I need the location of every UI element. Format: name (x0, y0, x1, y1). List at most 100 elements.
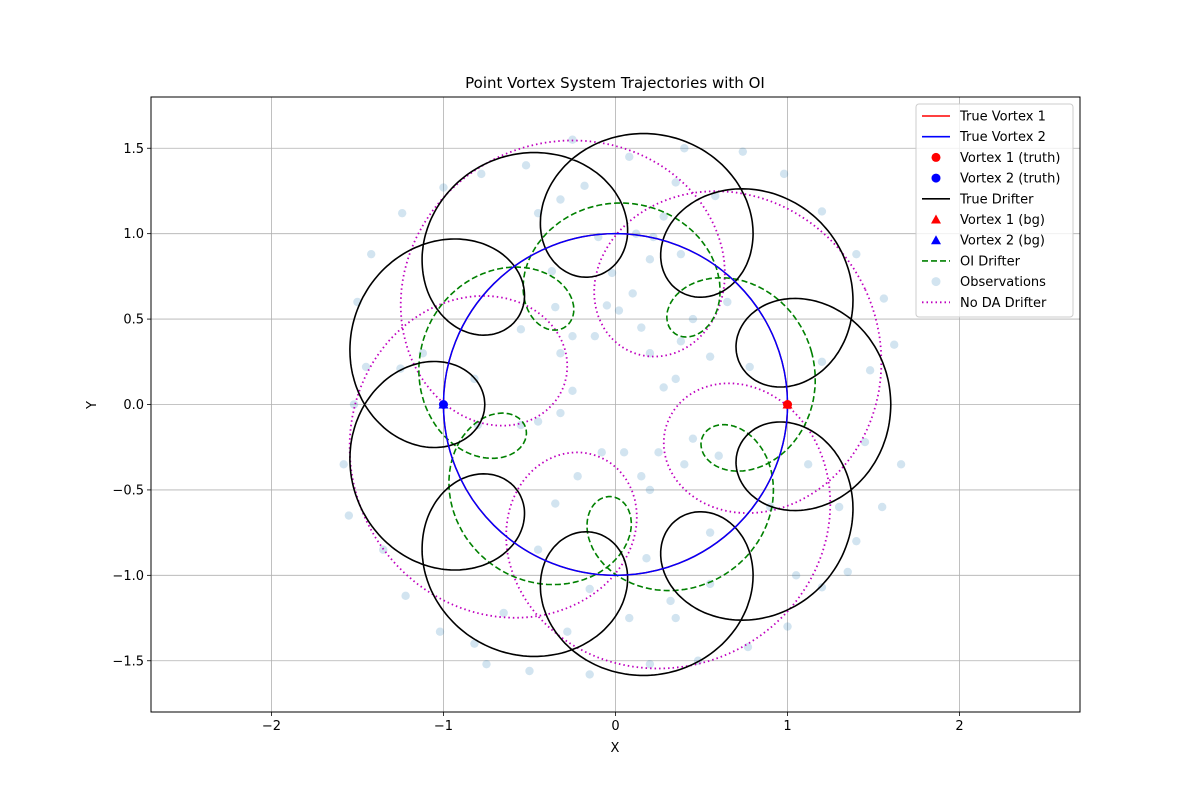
observation-point (556, 408, 565, 418)
y-tick-label: −1.0 (112, 569, 144, 584)
observation-point (533, 417, 543, 426)
no-da-drifter-line (348, 139, 883, 670)
observation-point (896, 460, 906, 469)
observation-point (637, 323, 646, 332)
observation-point (645, 659, 655, 669)
observation-point (482, 659, 491, 669)
observation-point (477, 169, 486, 179)
legend-item: Vortex 1 (truth) (931, 151, 1060, 166)
oi-drifter-line (418, 202, 816, 592)
observation-point (645, 255, 655, 264)
observation-point (533, 545, 543, 554)
legend-circle-swatch (931, 173, 941, 183)
observation-point (401, 591, 410, 601)
legend-item: True Vortex 2 (922, 130, 1046, 145)
observation-point (470, 639, 479, 648)
y-tick-label: 0.5 (123, 313, 144, 328)
observation-point (666, 596, 675, 606)
observation-point (890, 340, 899, 349)
observation-point (439, 183, 448, 192)
observation-point (625, 613, 634, 623)
observation-point (743, 642, 753, 652)
observation-point (671, 613, 680, 623)
observation-point (435, 627, 445, 636)
observation-point (573, 472, 582, 481)
observation-point (625, 152, 634, 161)
y-axis-ticks: −1.5 −1.0 −0.5 0.0 0.5 1.0 1.5 (112, 142, 151, 669)
observation-point (585, 670, 594, 679)
legend-label: Vortex 2 (truth) (960, 172, 1060, 187)
observation-point (676, 337, 686, 346)
observation-point (659, 212, 668, 221)
legend-item: Observations (931, 275, 1046, 290)
legend-item: Vortex 2 (bg) (931, 234, 1045, 249)
legend-item: Vortex 2 (truth) (931, 172, 1060, 187)
legend-triangle-swatch (931, 235, 941, 245)
observation-point (852, 249, 861, 259)
observation-point (614, 306, 624, 315)
observation-point (556, 349, 565, 358)
observation-point (631, 229, 641, 238)
legend-item: No DA Drifter (922, 296, 1047, 311)
observation-point (654, 448, 663, 457)
observation-point (688, 434, 698, 443)
observation-point (852, 536, 861, 546)
observation-point (568, 331, 577, 341)
x-tick-label: 0 (611, 719, 619, 734)
x-tick-label: −1 (434, 719, 453, 734)
observation-point (723, 297, 732, 307)
observation-point (547, 267, 557, 276)
observation-point (367, 249, 376, 259)
observation-point (521, 161, 531, 170)
vortex-2-bg-marker (438, 399, 449, 409)
observation-point (397, 208, 407, 218)
y-tick-label: 1.5 (123, 142, 144, 157)
legend-label: True Vortex 2 (959, 130, 1046, 145)
legend-label: Vortex 1 (truth) (960, 151, 1060, 166)
true-drifter-line (349, 132, 892, 677)
observation-point (817, 357, 827, 366)
observation-point (877, 502, 887, 512)
legend-label: True Vortex 1 (959, 110, 1046, 125)
legend-item: True Vortex 1 (922, 110, 1046, 125)
observation-point (843, 567, 852, 577)
observation-point (783, 622, 792, 631)
observation-point (865, 366, 875, 375)
observation-point (779, 169, 789, 179)
observation-point (671, 374, 680, 384)
legend-label: Observations (960, 275, 1046, 290)
observation-point (349, 400, 359, 409)
x-axis-ticks: −2 −1 0 1 2 (262, 712, 964, 734)
observation-point (791, 571, 801, 580)
legend-label: Vortex 1 (bg) (960, 213, 1045, 228)
legend-label: OI Drifter (960, 254, 1021, 269)
observation-point (803, 460, 813, 469)
observation-point (705, 352, 715, 361)
y-tick-label: −0.5 (112, 483, 144, 498)
legend-item: OI Drifter (922, 254, 1021, 269)
observation-point (628, 289, 637, 298)
observation-point (680, 144, 689, 153)
observation-point (817, 583, 827, 592)
observation-point (525, 666, 534, 676)
observation-point (585, 584, 594, 594)
legend-circle-swatch (931, 152, 941, 162)
observation-point (645, 485, 655, 495)
observation-point (551, 302, 560, 312)
legend-box (915, 103, 1074, 318)
observation-point (642, 554, 651, 563)
observation-point (597, 448, 606, 457)
observation-point (580, 181, 589, 191)
observation-point (834, 502, 844, 512)
vortex-1-bg-marker (782, 399, 793, 409)
legend-label: No DA Drifter (960, 296, 1047, 311)
observation-point (637, 472, 646, 481)
y-tick-label: 0.0 (123, 398, 144, 413)
observation-point (607, 268, 617, 278)
observation-point (499, 608, 508, 618)
x-tick-label: 2 (955, 719, 963, 734)
observation-point (817, 207, 827, 216)
y-tick-label: −1.5 (112, 654, 144, 669)
observation-point (671, 178, 680, 187)
